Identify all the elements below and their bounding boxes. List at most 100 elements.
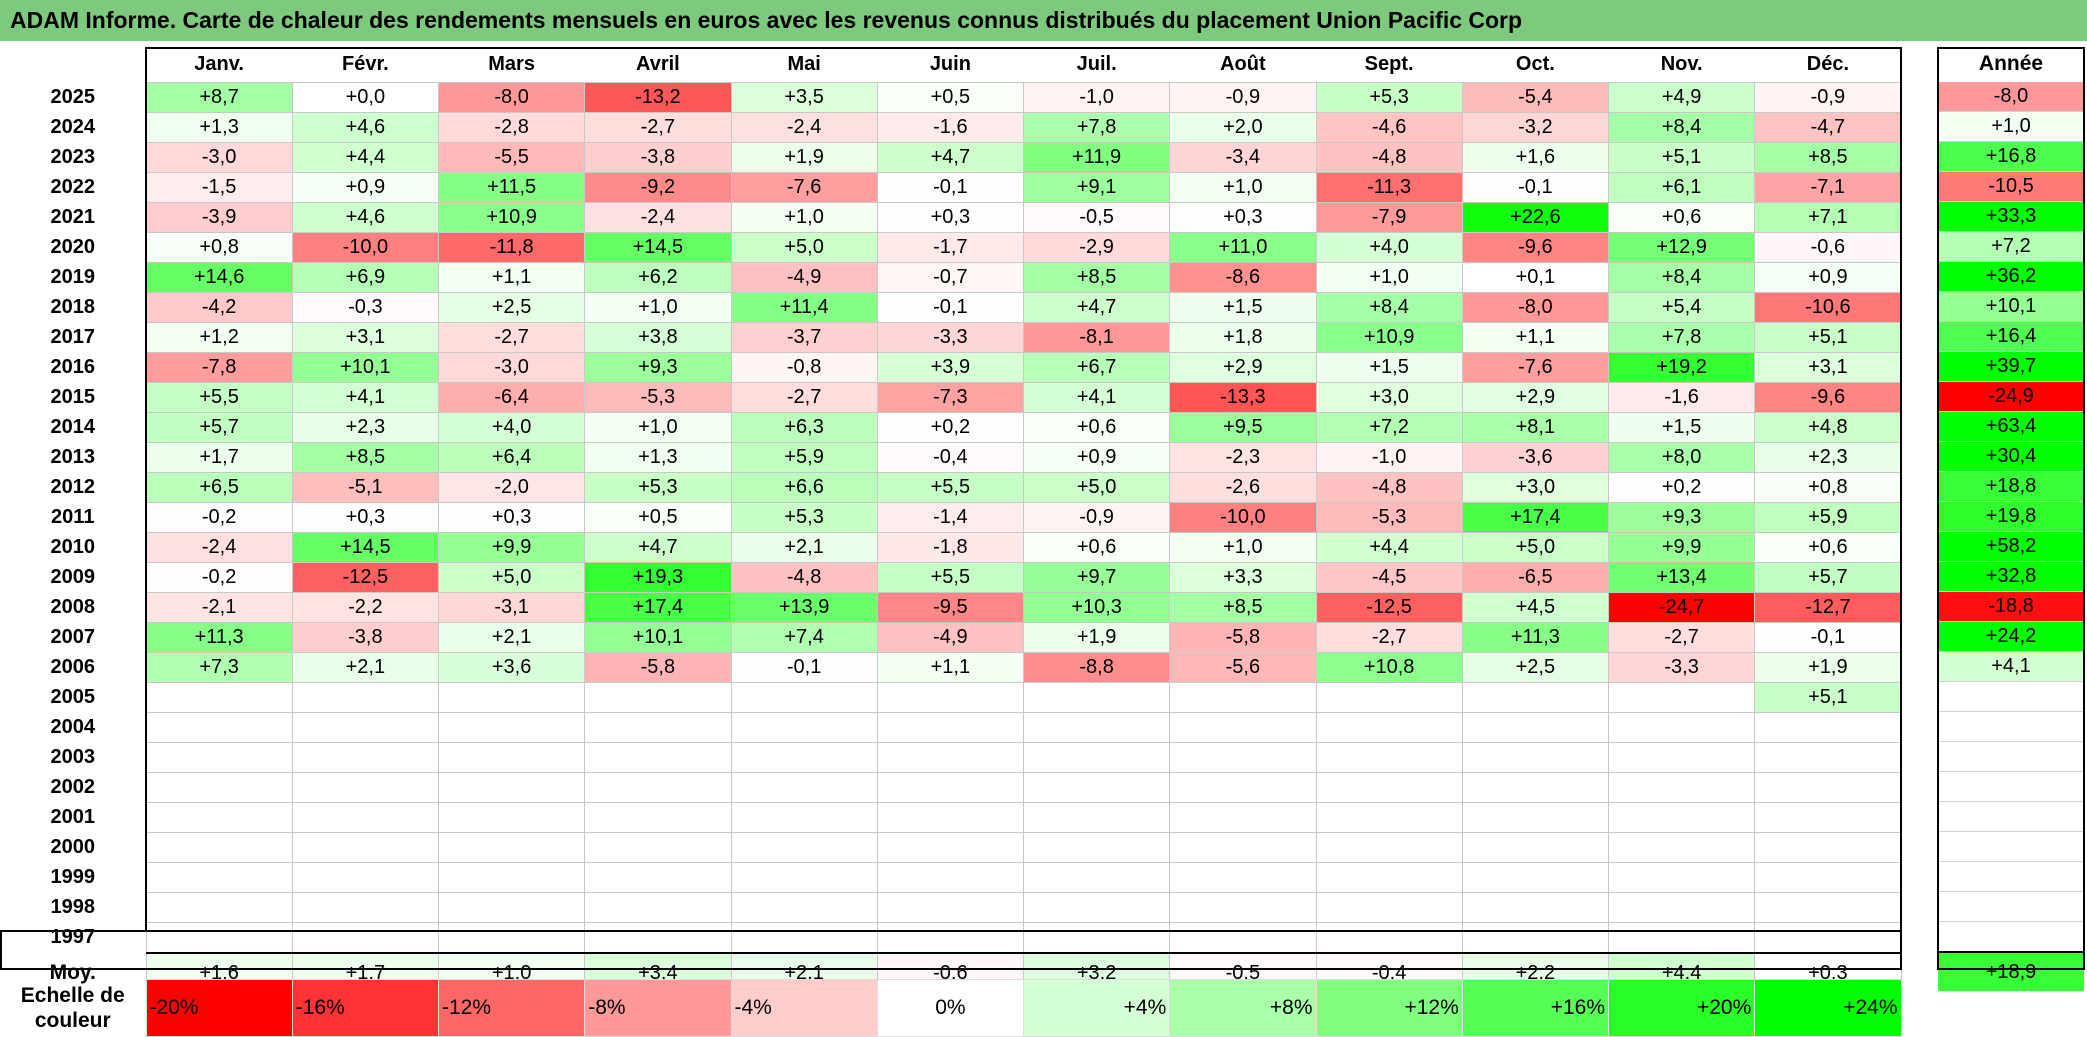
year-label: 2017 bbox=[50, 326, 96, 348]
annual-average-cell: +18,9 bbox=[1938, 951, 2084, 991]
heatmap-cell: +11,0 bbox=[1169, 232, 1317, 263]
heatmap-cell: +2,5 bbox=[437, 292, 586, 323]
year-label: 2005 bbox=[50, 686, 96, 708]
heatmap-cell: +19,2 bbox=[1607, 352, 1756, 383]
heatmap-cell: +9,3 bbox=[584, 352, 732, 383]
month-header-2: Févr. bbox=[342, 52, 389, 75]
year-label: 2015 bbox=[50, 386, 96, 408]
year-label: 2014 bbox=[50, 416, 96, 438]
annual-cell: +24,2 bbox=[1938, 621, 2084, 652]
heatmap-cell: +4,6 bbox=[291, 202, 440, 233]
heatmap-cell bbox=[1169, 712, 1317, 743]
heatmap-cell bbox=[145, 682, 293, 713]
heatmap-cell: -5,4 bbox=[1461, 82, 1610, 113]
heatmap-cell: -8,1 bbox=[1022, 322, 1171, 353]
annual-cell bbox=[1938, 891, 2084, 922]
year-label: 2025 bbox=[50, 86, 96, 108]
heatmap-cell bbox=[1022, 832, 1171, 863]
heatmap-cell: -24,7 bbox=[1607, 592, 1756, 623]
heatmap-cell bbox=[730, 802, 878, 833]
year-row-2012: 2012 +6,5 -5,1 -2,0 +5,3 +6,6 +5,5 +5,0 -2,6 -4,8… bbox=[0, 472, 1902, 503]
annual-cell bbox=[1938, 831, 2084, 862]
heatmap-cell: +4,1 bbox=[291, 382, 440, 413]
color-scale-swatch: -12% bbox=[437, 979, 586, 1037]
heatmap-cell: -8,0 bbox=[437, 82, 586, 113]
heatmap-cell bbox=[1315, 712, 1463, 743]
color-scale: Echelle de couleur -20% -16% -12% -8% -4% 0% +… bbox=[0, 979, 1902, 1037]
heatmap-cell: +4,0 bbox=[437, 412, 586, 443]
year-label: 1998 bbox=[50, 896, 96, 918]
heatmap-cell: +14,5 bbox=[291, 532, 440, 563]
heatmap-cell: -3,8 bbox=[291, 622, 440, 653]
heatmap-cell: +1,2 bbox=[145, 322, 293, 353]
heatmap-cell bbox=[1022, 922, 1171, 954]
year-row-2002: 2002 bbox=[0, 772, 1902, 803]
heatmap-cell bbox=[437, 712, 586, 743]
heatmap-cell: +3,3 bbox=[1169, 562, 1317, 593]
heatmap-cell: +5,0 bbox=[730, 232, 878, 263]
heatmap-cell bbox=[1607, 742, 1756, 773]
color-scale-swatch: -16% bbox=[291, 979, 440, 1037]
heatmap-cell: +2,5 bbox=[1461, 652, 1610, 683]
heatmap-cell: +9,9 bbox=[437, 532, 586, 563]
heatmap-cell bbox=[730, 832, 878, 863]
heatmap-cell: +11,9 bbox=[1022, 142, 1171, 173]
heatmap-cell: +19,3 bbox=[584, 562, 732, 593]
heatmap-cell: -0,4 bbox=[876, 442, 1025, 473]
heatmap-cell: +1,1 bbox=[876, 652, 1025, 683]
heatmap-cell: -4,9 bbox=[730, 262, 878, 293]
heatmap-cell: +9,1 bbox=[1022, 172, 1171, 203]
heatmap-cell: -1,6 bbox=[876, 112, 1025, 143]
heatmap-cell: +3,1 bbox=[291, 322, 440, 353]
heatmap-cell bbox=[1169, 772, 1317, 803]
heatmap-cell: +10,1 bbox=[584, 622, 732, 653]
heatmap-cell bbox=[730, 712, 878, 743]
heatmap-cell: -0,9 bbox=[1169, 82, 1317, 113]
heatmap-cell: +0,5 bbox=[584, 502, 732, 533]
annual-cell: +58,2 bbox=[1938, 531, 2084, 562]
month-header-3: Mars bbox=[488, 52, 535, 75]
heatmap-cell: +1,0 bbox=[584, 292, 732, 323]
heatmap-cell bbox=[1169, 922, 1317, 954]
year-row-2010: 2010 -2,4 +14,5 +9,9 +4,7 +2,1 -1,8 +0,6 +1,0 +4,… bbox=[0, 532, 1902, 563]
heatmap-cell bbox=[291, 742, 440, 773]
heatmap-cell: +7,3 bbox=[145, 652, 293, 683]
annual-header: Année bbox=[1978, 52, 2044, 75]
heatmap-cell: +8,4 bbox=[1607, 112, 1756, 143]
heatmap-cell: -2,3 bbox=[1169, 442, 1317, 473]
heatmap-cell: +8,5 bbox=[1754, 142, 1902, 173]
heatmap-cell bbox=[437, 682, 586, 713]
heatmap-cell: +13,4 bbox=[1607, 562, 1756, 593]
heatmap-cell bbox=[876, 892, 1025, 923]
heatmap-cell bbox=[145, 862, 293, 893]
year-row-2003: 2003 bbox=[0, 742, 1902, 773]
heatmap-cell: -3,9 bbox=[145, 202, 293, 233]
year-row-2018: 2018 -4,2 -0,3 +2,5 +1,0 +11,4 -0,1 +4,7 +1,5 +8,… bbox=[0, 292, 1902, 323]
heatmap-cell: +5,3 bbox=[730, 502, 878, 533]
heatmap-cell: +0,3 bbox=[1169, 202, 1317, 233]
heatmap-cell: -12,5 bbox=[1315, 592, 1463, 623]
heatmap-cell: -5,3 bbox=[1315, 502, 1463, 533]
heatmap-cell: +1,0 bbox=[730, 202, 878, 233]
heatmap-cell: -2,9 bbox=[1022, 232, 1171, 263]
heatmap-cell: -10,0 bbox=[1169, 502, 1317, 533]
annual-cell: +18,8 bbox=[1938, 471, 2084, 502]
heatmap-cell bbox=[145, 712, 293, 743]
annual-cell: +7,2 bbox=[1938, 231, 2084, 262]
color-scale-swatch: 0% bbox=[876, 979, 1025, 1037]
heatmap-cell: +10,9 bbox=[437, 202, 586, 233]
heatmap-cell bbox=[1169, 892, 1317, 923]
heatmap-cell: -0,6 bbox=[1754, 232, 1902, 263]
year-row-2004: 2004 bbox=[0, 712, 1902, 743]
heatmap-cell: +4,0 bbox=[1315, 232, 1463, 263]
heatmap-cell: +6,5 bbox=[145, 472, 293, 503]
heatmap-cell: +1,0 bbox=[584, 412, 732, 443]
heatmap-cell: -4,7 bbox=[1754, 112, 1902, 143]
heatmap-cell: -8,0 bbox=[1461, 292, 1610, 323]
heatmap-cell: -0,7 bbox=[876, 262, 1025, 293]
heatmap-cell: +5,1 bbox=[1607, 142, 1756, 173]
year-label: 2008 bbox=[50, 596, 96, 618]
heatmap-cell bbox=[145, 922, 293, 954]
heatmap-cell bbox=[584, 862, 732, 893]
month-header-11: Nov. bbox=[1660, 52, 1703, 75]
